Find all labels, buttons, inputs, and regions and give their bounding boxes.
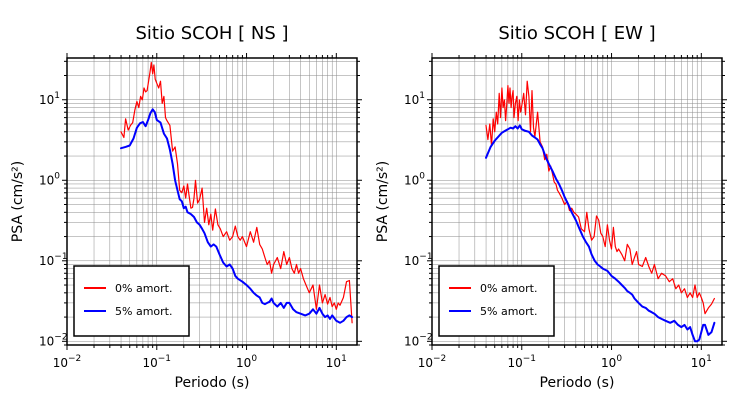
chart-panel-2: 10−2 10−1 100 101 10−2 10−1 100 101 Sitio SCOH [… [375,23,727,391]
legend-label: 5% amort. [115,305,172,318]
y-tick-label: 101 [404,91,425,107]
y-axis-label: PSA (cm/s²) [10,161,26,243]
y-tick-label: 100 [404,171,425,187]
series-line-0-amort- [120,61,353,324]
legend-box [73,265,190,337]
legend-box [438,265,555,337]
series-line-0-amort- [485,80,715,315]
y-tick-label: 10−1 [39,252,68,268]
x-tick-label: 10−2 [418,354,447,370]
series-line-5-amort- [120,108,354,324]
y-axis-label: PSA (cm/s²) [375,161,391,243]
x-tick-label: 10−1 [142,354,171,370]
y-tick-label: 10−2 [404,332,433,348]
legend: 0% amort. 5% amort. [73,265,190,337]
x-tick-label: 100 [601,354,622,370]
legend-label: 0% amort. [480,282,537,295]
chart-title: Sitio SCOH [ EW ] [498,23,655,44]
plot-frame [66,57,358,346]
legend-label: 0% amort. [115,282,172,295]
y-tick-label: 101 [39,91,60,107]
x-tick-label: 100 [236,354,257,370]
x-tick-label: 101 [326,354,347,370]
x-axis-label: Periodo (s) [175,375,250,391]
y-tick-label: 100 [39,171,60,187]
series-line-5-amort- [485,124,716,343]
chart-title: Sitio SCOH [ NS ] [135,23,288,44]
x-axis-label: Periodo (s) [540,375,615,391]
chart-panel-1: 10−2 10−1 100 101 10−2 10−1 100 101 Sitio SCOH [… [10,23,362,391]
x-tick-label: 101 [691,354,712,370]
legend-label: 5% amort. [480,305,537,318]
legend: 0% amort. 5% amort. [438,265,555,337]
x-tick-label: 10−2 [53,354,82,370]
plot-frame [431,57,723,346]
y-tick-label: 10−1 [404,252,433,268]
y-tick-label: 10−2 [39,332,68,348]
x-tick-label: 10−1 [507,354,536,370]
